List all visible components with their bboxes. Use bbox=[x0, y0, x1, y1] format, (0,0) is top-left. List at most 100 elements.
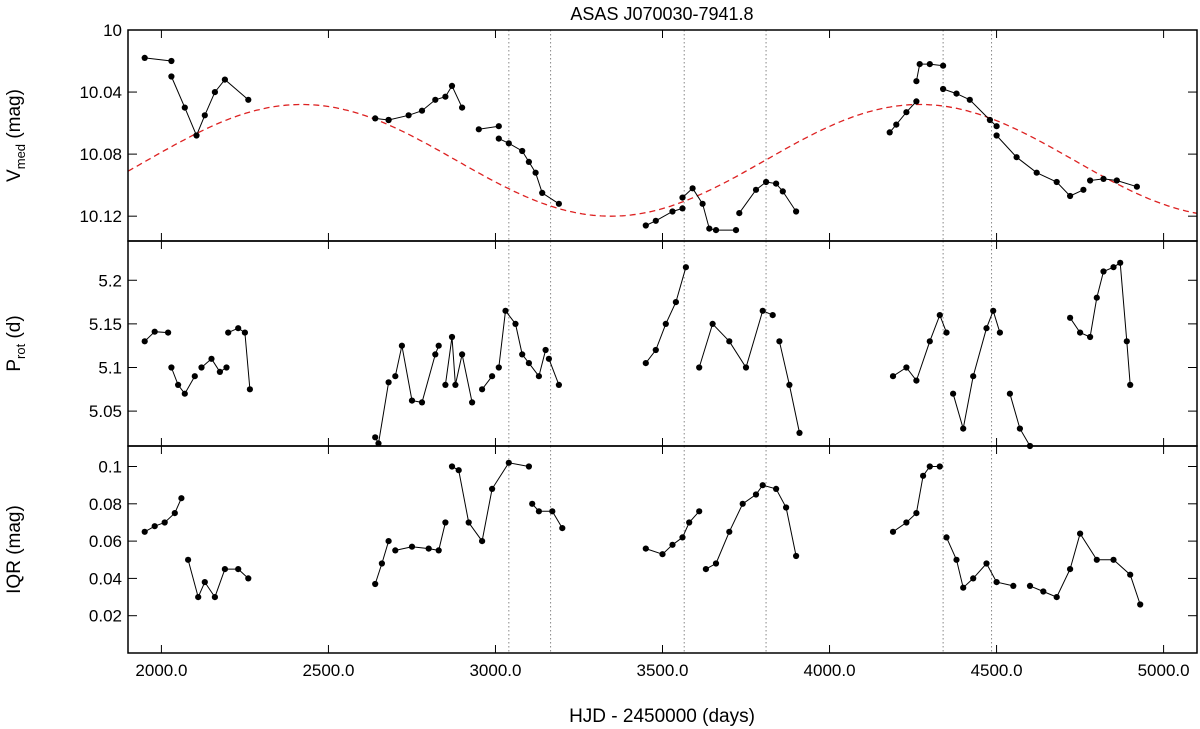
data-point-2-1-4 bbox=[221, 566, 228, 573]
data-point-2-4-5 bbox=[505, 459, 512, 466]
series-line-1-4 bbox=[374, 382, 390, 445]
data-point-0-5-1 bbox=[505, 140, 512, 147]
data-point-1-13-2 bbox=[913, 377, 920, 384]
data-point-1-10-3 bbox=[672, 299, 680, 306]
data-point-2-10-5 bbox=[1093, 556, 1100, 563]
data-point-0-7-3 bbox=[706, 225, 713, 232]
data-point-0-12-2 bbox=[1033, 169, 1040, 176]
data-point-1-5-5 bbox=[435, 342, 442, 349]
data-point-1-2-3 bbox=[223, 364, 230, 371]
data-point-1-11-4 bbox=[759, 307, 766, 314]
y-tick-label-2-3: 0.08 bbox=[89, 495, 122, 514]
data-point-0-1-5 bbox=[221, 76, 228, 83]
data-point-2-9-6 bbox=[1010, 582, 1017, 590]
data-point-0-8-5 bbox=[793, 208, 800, 215]
data-point-1-16-6 bbox=[1117, 259, 1124, 266]
data-point-1-3-2 bbox=[241, 329, 248, 336]
data-point-0-5-3 bbox=[525, 158, 533, 165]
data-point-2-7-2 bbox=[726, 528, 733, 535]
data-point-0-10-0 bbox=[913, 78, 920, 85]
data-point-1-10-1 bbox=[652, 346, 659, 354]
data-point-1-10-2 bbox=[662, 320, 669, 327]
data-point-1-14-0 bbox=[950, 390, 957, 397]
series-line-0-5 bbox=[498, 138, 560, 205]
data-point-0-3-1 bbox=[405, 112, 412, 119]
data-point-1-16-2 bbox=[1087, 333, 1094, 341]
series-line-2-8 bbox=[892, 466, 940, 533]
data-point-1-0-0 bbox=[141, 338, 148, 345]
data-point-2-3-3 bbox=[435, 547, 442, 554]
data-point-2-10-3 bbox=[1067, 566, 1074, 573]
x-tick-label-0: 2000.0 bbox=[135, 661, 187, 680]
data-point-1-3-3 bbox=[246, 386, 253, 393]
data-point-1-13-3 bbox=[926, 338, 933, 345]
series-line-2-1 bbox=[187, 559, 249, 599]
data-point-2-8-2 bbox=[913, 509, 920, 517]
data-point-2-4-6 bbox=[525, 463, 533, 470]
y-tick-label-2-4: 0.1 bbox=[98, 458, 122, 477]
data-point-1-8-0 bbox=[495, 364, 502, 371]
series-line-0-0 bbox=[144, 57, 172, 62]
model-layer bbox=[127, 103, 1198, 217]
data-point-2-7-5 bbox=[759, 482, 766, 489]
data-point-1-9-0 bbox=[545, 355, 553, 362]
axes-layer: 10 10.04 10.08 10.12 Vmed (mag) 5.05 5.1 5.15 5.… bbox=[4, 21, 1198, 680]
data-point-0-10-3 bbox=[940, 62, 947, 69]
series-line-1-3 bbox=[227, 327, 251, 390]
series-line-1-6 bbox=[444, 336, 473, 403]
panel-frame-1 bbox=[127, 240, 1198, 447]
data-point-0-5-4 bbox=[532, 169, 539, 176]
data-point-0-5-5 bbox=[539, 189, 546, 196]
data-point-1-8-6 bbox=[542, 346, 549, 354]
data-point-1-12-1 bbox=[786, 381, 793, 388]
series-line-0-10 bbox=[915, 63, 944, 82]
data-point-0-3-5 bbox=[448, 82, 456, 89]
data-point-2-4-4 bbox=[489, 485, 496, 492]
data-point-2-5-1 bbox=[535, 508, 543, 515]
data-point-1-1-3 bbox=[191, 373, 198, 380]
data-point-2-1-6 bbox=[245, 575, 252, 582]
panel-frame-2 bbox=[127, 445, 1198, 654]
y-axis-label-2: IQR (mag) bbox=[4, 505, 25, 594]
data-point-1-13-1 bbox=[903, 364, 910, 371]
data-point-2-10-6 bbox=[1110, 556, 1117, 563]
series-line-1-13 bbox=[892, 313, 947, 382]
data-point-0-3-6 bbox=[459, 104, 466, 111]
series-line-2-7 bbox=[705, 484, 797, 570]
data-point-2-4-1 bbox=[455, 467, 462, 474]
data-point-0-7-1 bbox=[689, 185, 696, 192]
data-point-0-13-1 bbox=[1100, 175, 1107, 182]
series-line-2-3 bbox=[395, 522, 446, 551]
data-point-2-1-5 bbox=[235, 566, 242, 573]
data-point-2-4-0 bbox=[448, 463, 456, 470]
series-line-1-14 bbox=[952, 309, 1001, 429]
data-point-1-7-0 bbox=[479, 386, 486, 393]
data-point-2-3-0 bbox=[392, 547, 399, 554]
y-tick-label-0-1: 10.04 bbox=[79, 83, 122, 102]
data-point-2-4-2 bbox=[465, 519, 472, 526]
data-point-1-16-4 bbox=[1100, 268, 1107, 275]
data-point-0-3-3 bbox=[432, 96, 439, 103]
data-point-0-3-4 bbox=[442, 93, 449, 100]
data-point-1-11-3 bbox=[742, 364, 750, 371]
data-point-2-1-2 bbox=[201, 579, 208, 586]
data-point-2-6-5 bbox=[696, 508, 703, 515]
y-tick-label-2-0: 0.02 bbox=[89, 607, 122, 626]
data-point-1-14-5 bbox=[996, 329, 1004, 336]
data-point-1-0-2 bbox=[165, 329, 172, 336]
data-point-1-14-4 bbox=[990, 307, 997, 314]
data-point-1-11-1 bbox=[709, 320, 716, 327]
y-tick-label-2-1: 0.04 bbox=[89, 569, 122, 588]
series-line-0-3 bbox=[388, 84, 463, 121]
model-curve bbox=[127, 103, 1198, 217]
data-point-1-0-1 bbox=[151, 328, 158, 335]
data-point-0-11-2 bbox=[966, 96, 973, 103]
data-point-0-11-0 bbox=[940, 85, 947, 93]
data-point-2-3-2 bbox=[425, 545, 432, 552]
data-point-1-14-3 bbox=[983, 325, 990, 332]
data-point-0-1-1 bbox=[181, 104, 188, 111]
data-point-0-12-1 bbox=[1013, 154, 1020, 161]
data-point-1-6-2 bbox=[452, 381, 459, 388]
data-point-2-9-2 bbox=[960, 584, 967, 591]
data-point-0-12-4 bbox=[1067, 192, 1074, 200]
